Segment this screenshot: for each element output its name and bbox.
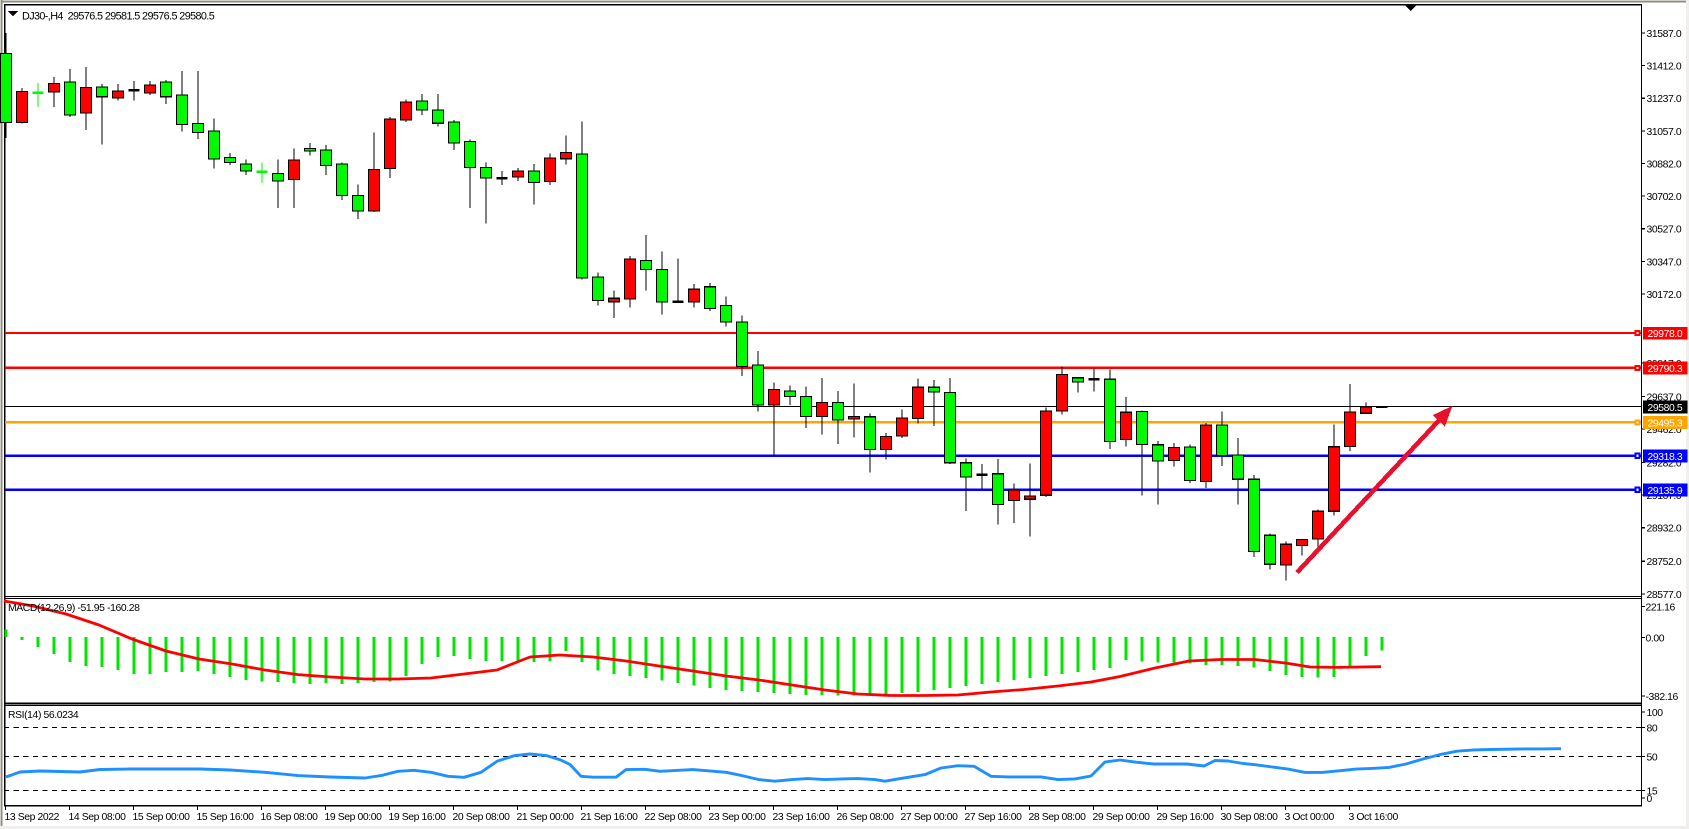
- svg-text:28932.0: 28932.0: [1647, 524, 1682, 535]
- svg-text:19 Sep 00:00: 19 Sep 00:00: [325, 812, 383, 823]
- svg-text:20 Sep 08:00: 20 Sep 08:00: [453, 812, 511, 823]
- svg-text:21 Sep 00:00: 21 Sep 00:00: [517, 812, 575, 823]
- svg-text:13 Sep 2022: 13 Sep 2022: [5, 812, 60, 823]
- svg-text:30 Sep 08:00: 30 Sep 08:00: [1221, 812, 1279, 823]
- svg-text:28577.0: 28577.0: [1647, 590, 1682, 601]
- svg-text:3 Oct 16:00: 3 Oct 16:00: [1349, 812, 1399, 823]
- svg-text:31237.0: 31237.0: [1647, 94, 1682, 105]
- svg-text:29978.0: 29978.0: [1648, 329, 1683, 340]
- svg-text:30882.0: 30882.0: [1647, 160, 1682, 171]
- svg-text:100: 100: [1647, 708, 1664, 719]
- svg-text:29580.5: 29580.5: [1648, 403, 1683, 414]
- svg-text:29135.9: 29135.9: [1648, 486, 1683, 497]
- svg-text:29318.3: 29318.3: [1648, 452, 1683, 463]
- svg-text:21 Sep 16:00: 21 Sep 16:00: [581, 812, 639, 823]
- svg-text:28752.0: 28752.0: [1647, 557, 1682, 568]
- svg-text:16 Sep 08:00: 16 Sep 08:00: [261, 812, 319, 823]
- svg-text:19 Sep 16:00: 19 Sep 16:00: [389, 812, 447, 823]
- svg-text:80: 80: [1647, 724, 1658, 735]
- svg-text:31412.0: 31412.0: [1647, 62, 1682, 73]
- svg-text:0: 0: [1647, 794, 1653, 805]
- svg-text:3 Oct 00:00: 3 Oct 00:00: [1285, 812, 1335, 823]
- svg-text:29462.0: 29462.0: [1647, 425, 1682, 436]
- svg-text:30172.0: 30172.0: [1647, 290, 1682, 301]
- svg-text:29 Sep 16:00: 29 Sep 16:00: [1157, 812, 1215, 823]
- svg-text:30527.0: 30527.0: [1647, 225, 1682, 236]
- svg-text:26 Sep 08:00: 26 Sep 08:00: [837, 812, 895, 823]
- svg-text:29282.0: 29282.0: [1647, 459, 1682, 470]
- svg-text:14 Sep 08:00: 14 Sep 08:00: [69, 812, 127, 823]
- svg-text:15 Sep 00:00: 15 Sep 00:00: [133, 812, 191, 823]
- svg-text:30347.0: 30347.0: [1647, 257, 1682, 268]
- svg-text:15 Sep 16:00: 15 Sep 16:00: [197, 812, 255, 823]
- svg-text:MACD(12,26,9) -51.95 -160.28: MACD(12,26,9) -51.95 -160.28: [8, 603, 140, 614]
- svg-text:23 Sep 16:00: 23 Sep 16:00: [773, 812, 831, 823]
- svg-text:0.00: 0.00: [1646, 634, 1665, 645]
- svg-text:23 Sep 00:00: 23 Sep 00:00: [709, 812, 767, 823]
- svg-text:-382.16: -382.16: [1646, 692, 1679, 703]
- svg-text:DJ30-,H4 29576.5 29581.5 2957: DJ30-,H4 29576.5 29581.5 29576.5 29580.5: [22, 11, 215, 23]
- svg-text:29637.0: 29637.0: [1647, 392, 1682, 403]
- svg-text:221.16: 221.16: [1646, 603, 1676, 614]
- svg-text:RSI(14) 56.0234: RSI(14) 56.0234: [8, 710, 79, 721]
- svg-text:29 Sep 00:00: 29 Sep 00:00: [1093, 812, 1151, 823]
- svg-text:28 Sep 08:00: 28 Sep 08:00: [1029, 812, 1087, 823]
- svg-text:15: 15: [1647, 786, 1658, 797]
- svg-text:30702.0: 30702.0: [1647, 192, 1682, 203]
- svg-text:22 Sep 08:00: 22 Sep 08:00: [645, 812, 703, 823]
- svg-text:27 Sep 00:00: 27 Sep 00:00: [901, 812, 959, 823]
- svg-text:29107.0: 29107.0: [1647, 491, 1682, 502]
- svg-text:29495.3: 29495.3: [1648, 419, 1683, 430]
- svg-text:31587.0: 31587.0: [1647, 29, 1682, 40]
- svg-text:29790.3: 29790.3: [1648, 364, 1683, 375]
- svg-text:50: 50: [1647, 752, 1658, 763]
- svg-text:27 Sep 16:00: 27 Sep 16:00: [965, 812, 1023, 823]
- svg-text:31057.0: 31057.0: [1647, 127, 1682, 138]
